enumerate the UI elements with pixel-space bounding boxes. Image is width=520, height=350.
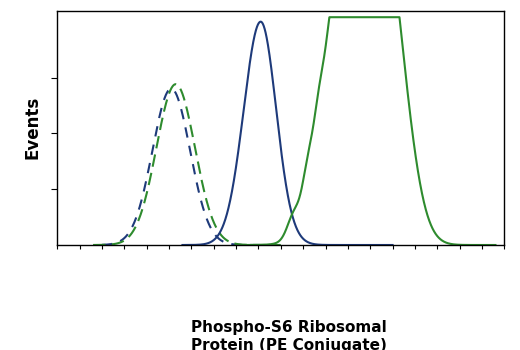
Y-axis label: Events: Events [23, 96, 41, 159]
Text: Phospho-S6 Ribosomal
Protein (PE Conjugate): Phospho-S6 Ribosomal Protein (PE Conjuga… [191, 320, 386, 350]
